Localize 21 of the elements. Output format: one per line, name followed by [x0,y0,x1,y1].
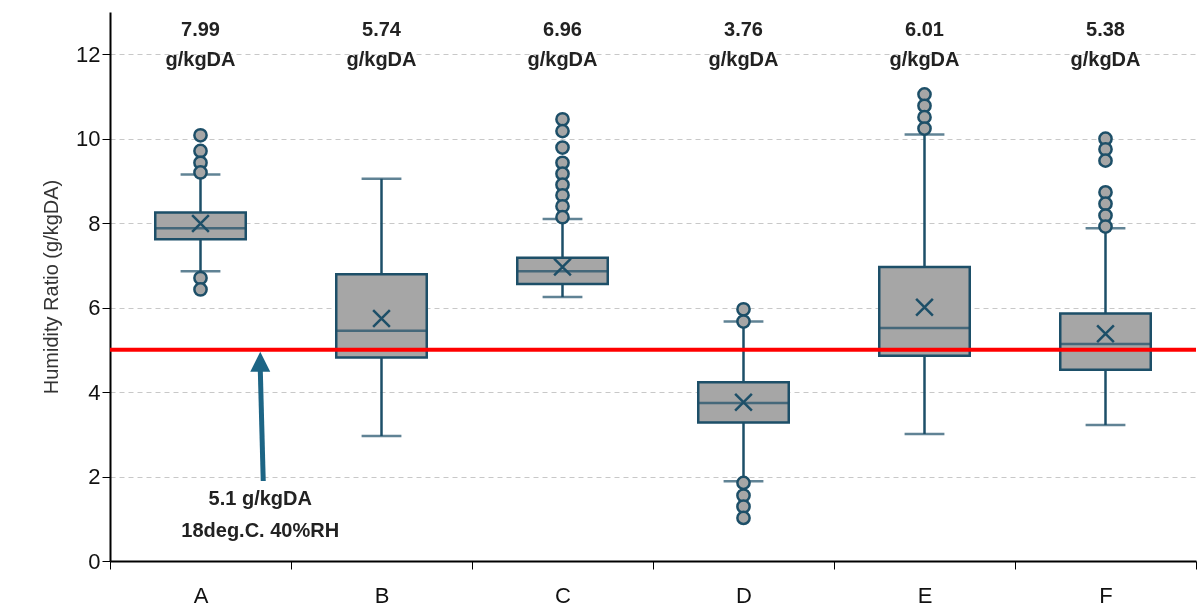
y-tick-label: 4 [88,379,101,405]
text: 6.96 g/kgDA [527,18,598,70]
x-tick-label: E [917,582,933,608]
text: 7.99 g/kgDA [165,18,236,70]
y-tick-label: 0 [88,548,101,574]
y-tick-label: 10 [76,126,101,152]
x-tick-label: B [374,582,390,608]
y-tick-label: 2 [88,464,101,490]
x-tick-label: F [1099,582,1113,608]
y-tick-label: 12 [76,41,101,67]
text: 5.38 g/kgDA [1070,18,1141,70]
y-tick-label: 6 [88,295,101,321]
annotation: 5.1 g/kgDA 18deg.C. 40%RH [181,487,340,541]
x-tick-label: D [736,582,752,608]
y-axis-title: Humidity Ratio (g/kgDA) [40,179,63,395]
y-tick-label: 8 [88,210,101,236]
x-tick-label: C [555,582,572,608]
text: 5.74 g/kgDA [346,18,417,70]
x-tick-label: A [193,582,209,608]
text: 6.01 g/kgDA [889,18,960,70]
text: 3.76 g/kgDA [708,18,779,70]
